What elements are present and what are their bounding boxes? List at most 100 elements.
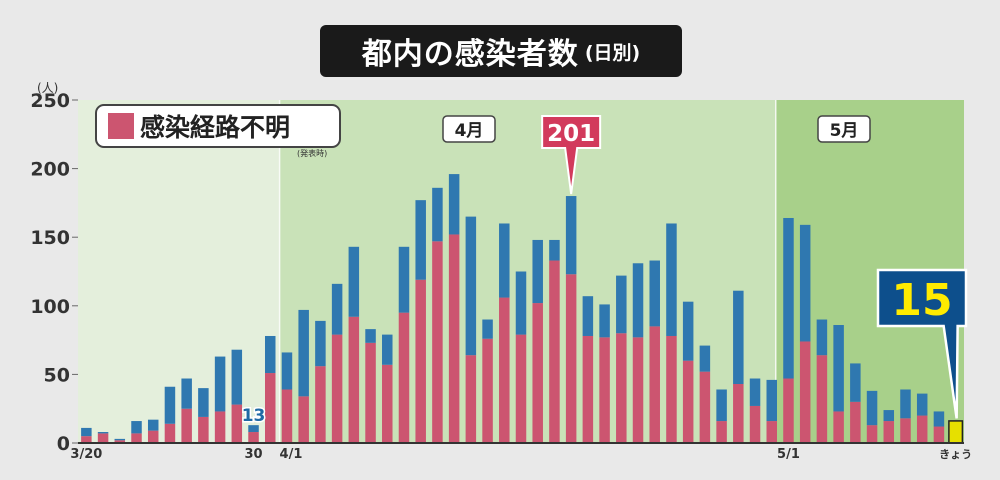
announcement-note: (発表時) <box>297 148 327 158</box>
bar-other <box>315 320 326 367</box>
bar-other <box>114 438 126 441</box>
bar-unknown-route <box>315 366 326 443</box>
x-tick-label: 30 <box>244 447 262 462</box>
bar-other <box>682 301 694 361</box>
bar-other <box>916 393 928 416</box>
bar-other <box>97 432 109 434</box>
bar-other <box>231 349 243 405</box>
bar-other <box>716 389 727 422</box>
y-tick-label: 250 <box>30 90 70 112</box>
bar-other <box>214 356 226 412</box>
y-tick-label: 200 <box>30 159 70 181</box>
bar-unknown-route <box>532 303 543 443</box>
bar-other <box>733 290 744 385</box>
bar-unknown-route <box>348 316 360 443</box>
bar-unknown-route <box>850 401 861 443</box>
y-tick-label: 0 <box>57 433 70 455</box>
y-tick-label: 50 <box>44 364 70 386</box>
bar-other <box>565 196 577 275</box>
bar-other <box>482 319 493 339</box>
bar-unknown-route <box>432 241 443 443</box>
month-text-may: 5月 <box>830 121 859 141</box>
month-label-may: 5月 <box>817 115 871 143</box>
bar-unknown-route <box>582 335 594 443</box>
bar-other <box>816 319 828 356</box>
bar-other <box>649 260 660 327</box>
bar-unknown-route <box>883 421 895 443</box>
bar-other <box>147 419 159 431</box>
y-tick-label: 150 <box>30 227 70 249</box>
bar-other <box>632 263 644 338</box>
bar-other <box>365 329 376 343</box>
bar-other <box>131 421 142 434</box>
bar-other <box>699 345 711 372</box>
bar-unknown-route <box>131 433 142 443</box>
month-label-april: 4月 <box>442 115 496 143</box>
bar-unknown-route <box>916 415 928 443</box>
bar-other <box>883 410 895 422</box>
bar-unknown-route <box>649 326 660 443</box>
bar-unknown-route <box>783 378 794 443</box>
bar-unknown-route <box>866 425 878 443</box>
bar-unknown-route <box>415 279 426 443</box>
bar-unknown-route <box>749 405 761 443</box>
bar-other <box>448 174 460 235</box>
bar-unknown-route <box>666 335 677 443</box>
bar-unknown-route <box>365 342 376 443</box>
bar-unknown-route <box>281 389 293 443</box>
bar-unknown-route <box>248 432 259 443</box>
bar-other <box>582 296 594 336</box>
bar-unknown-route <box>682 360 694 443</box>
bar-unknown-route <box>549 260 560 443</box>
bar-other <box>850 363 861 402</box>
x-tick-label: 3/20 <box>70 447 102 462</box>
bar-unknown-route <box>465 355 477 443</box>
bar-other <box>398 246 410 313</box>
month-text-april: 4月 <box>455 121 484 141</box>
bar-other <box>616 275 627 334</box>
bar-unknown-route <box>114 440 126 443</box>
bar-latest <box>948 420 964 444</box>
bar-unknown-route <box>398 312 410 443</box>
bar-unknown-route <box>816 355 828 443</box>
small-value-label: 13 <box>242 406 266 426</box>
bar-unknown-route <box>499 297 510 443</box>
bar-unknown-route <box>214 411 226 443</box>
bar-other <box>248 425 259 433</box>
latest-callout: 15 <box>876 268 968 419</box>
bar-unknown-route <box>616 333 627 443</box>
bar-unknown-route <box>298 396 309 443</box>
bar-other <box>298 309 309 397</box>
bar-other <box>783 217 794 379</box>
bar-unknown-route <box>147 430 159 443</box>
bar-other <box>281 352 293 390</box>
bar-unknown-route <box>231 404 243 443</box>
bar-unknown-route <box>482 338 493 443</box>
bar-other <box>81 427 92 437</box>
bar-other <box>933 411 945 427</box>
bar-unknown-route <box>933 426 945 443</box>
bar-other <box>331 283 343 335</box>
bar-other <box>164 386 176 424</box>
bar-other <box>900 389 911 419</box>
bar-other <box>833 325 844 412</box>
bar-other <box>465 216 477 356</box>
bar-other <box>382 334 393 365</box>
legend-swatch <box>108 113 134 139</box>
bar-other <box>415 200 426 280</box>
bar-unknown-route <box>198 416 209 443</box>
legend: 感染経路不明 <box>95 104 341 148</box>
latest-callout-box <box>876 268 968 419</box>
bar-unknown-route <box>900 418 911 443</box>
bar-unknown-route <box>632 337 644 443</box>
bar-other <box>799 224 811 342</box>
bar-unknown-route <box>799 341 811 443</box>
bar-other <box>766 379 778 422</box>
peak-callout: 201 <box>541 115 602 195</box>
bar-unknown-route <box>448 234 460 443</box>
peak-callout-box <box>541 115 602 195</box>
bar-unknown-route <box>331 334 343 443</box>
month-box-april <box>442 115 496 143</box>
bar-unknown-route <box>97 433 109 443</box>
